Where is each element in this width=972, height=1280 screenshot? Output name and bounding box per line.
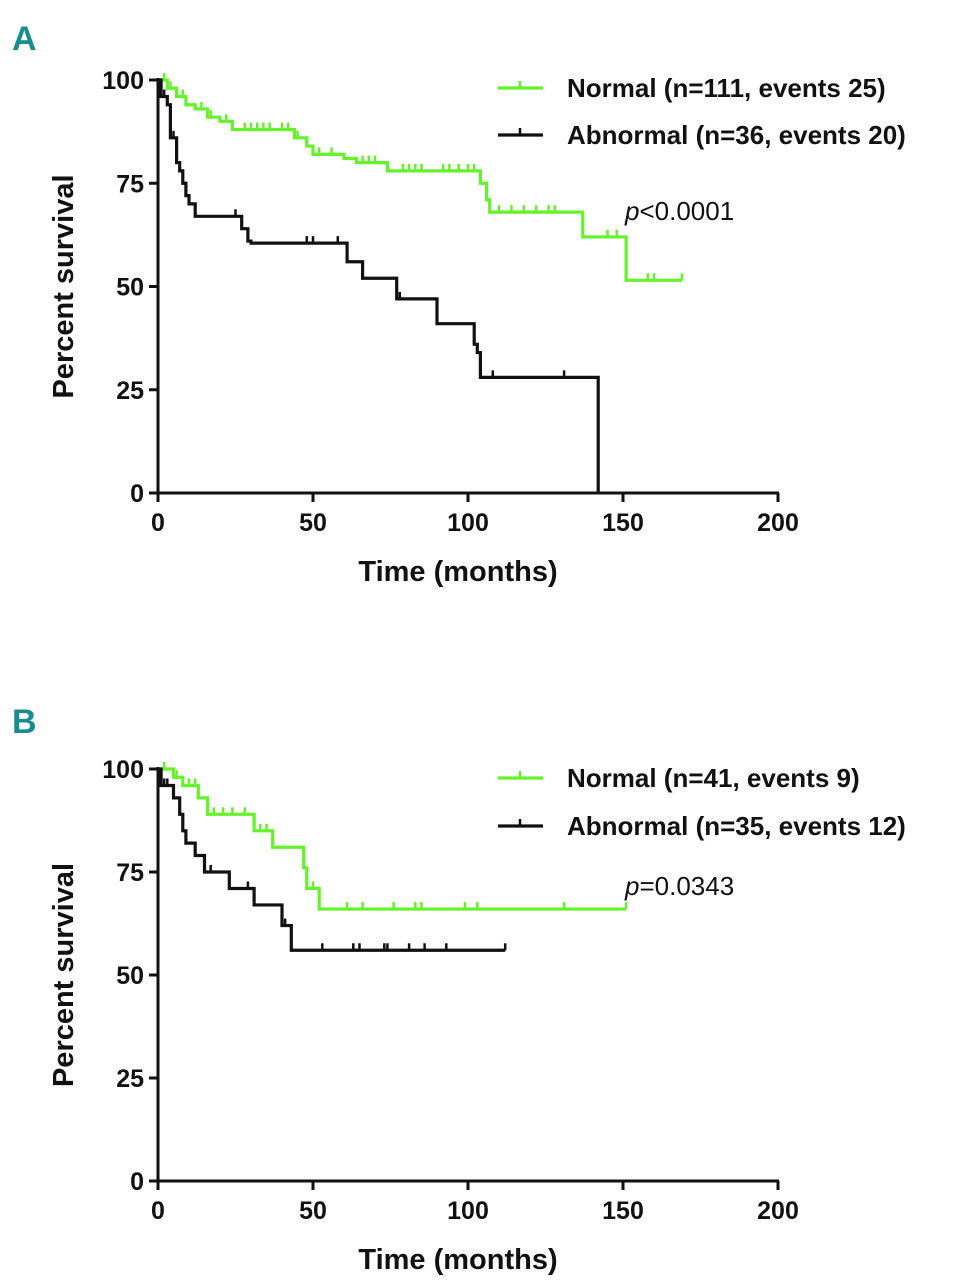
panel-a: A 0 50 100 150 200 0 25 50 75 100 Time (months) Perc…	[12, 20, 906, 588]
legend-label-abnormal: Abnormal (n=35, events 12)	[567, 811, 906, 841]
p-value-annotation: p=0.0343	[624, 871, 734, 901]
y-tick-label: 25	[116, 377, 144, 405]
p-value-annotation: p<0.0001	[624, 196, 734, 226]
panel-label: B	[12, 703, 37, 741]
x-tick-label: 150	[602, 509, 644, 537]
y-tick-label: 100	[102, 756, 144, 784]
legend-label-normal: Normal (n=111, events 25)	[567, 73, 886, 103]
x-tick-label: 0	[151, 509, 165, 537]
y-tick-label: 0	[130, 480, 144, 508]
x-tick-label: 200	[757, 509, 799, 537]
series-normal: Normal (n=41, events 9)	[158, 762, 860, 911]
x-tick-label: 200	[757, 1197, 799, 1225]
p-value: <0.0001	[639, 196, 734, 226]
x-tick-label: 150	[602, 1197, 644, 1225]
x-axis-label: Time (months)	[358, 556, 557, 588]
panel-b: B 0 50 100 150 200 0 25 50 75 100 Time (months) Perc…	[12, 703, 906, 1276]
survival-curve-abnormal	[158, 767, 506, 952]
y-tick-label: 75	[116, 859, 144, 887]
x-tick-label: 0	[151, 1197, 165, 1225]
p-value: =0.0343	[639, 871, 734, 901]
x-tick-label: 50	[299, 1197, 327, 1225]
y-axis-label: Percent survival	[48, 174, 80, 398]
series-abnormal: Abnormal (n=35, events 12)	[158, 767, 906, 952]
y-tick-label: 25	[116, 1065, 144, 1093]
y-tick-label: 50	[116, 962, 144, 990]
y-axis-label: Percent survival	[48, 863, 80, 1087]
x-tick-label: 100	[447, 509, 489, 537]
x-axis-label: Time (months)	[358, 1244, 557, 1276]
legend-label-normal: Normal (n=41, events 9)	[567, 763, 860, 793]
survival-curve-normal	[158, 78, 682, 282]
y-tick-label: 0	[130, 1168, 144, 1196]
p-symbol: p	[624, 871, 639, 901]
y-tick-label: 50	[116, 274, 144, 302]
y-tick-label: 100	[102, 67, 144, 95]
panel-label: A	[12, 20, 37, 58]
x-tick-label: 100	[447, 1197, 489, 1225]
series-normal: Normal (n=111, events 25)	[158, 73, 886, 282]
legend-label-abnormal: Abnormal (n=36, events 20)	[567, 120, 906, 150]
x-tick-label: 50	[299, 509, 327, 537]
series-abnormal: Abnormal (n=36, events 20)	[158, 78, 906, 493]
survival-curve-abnormal	[158, 78, 600, 493]
p-symbol: p	[624, 196, 639, 226]
y-tick-label: 75	[116, 170, 144, 198]
